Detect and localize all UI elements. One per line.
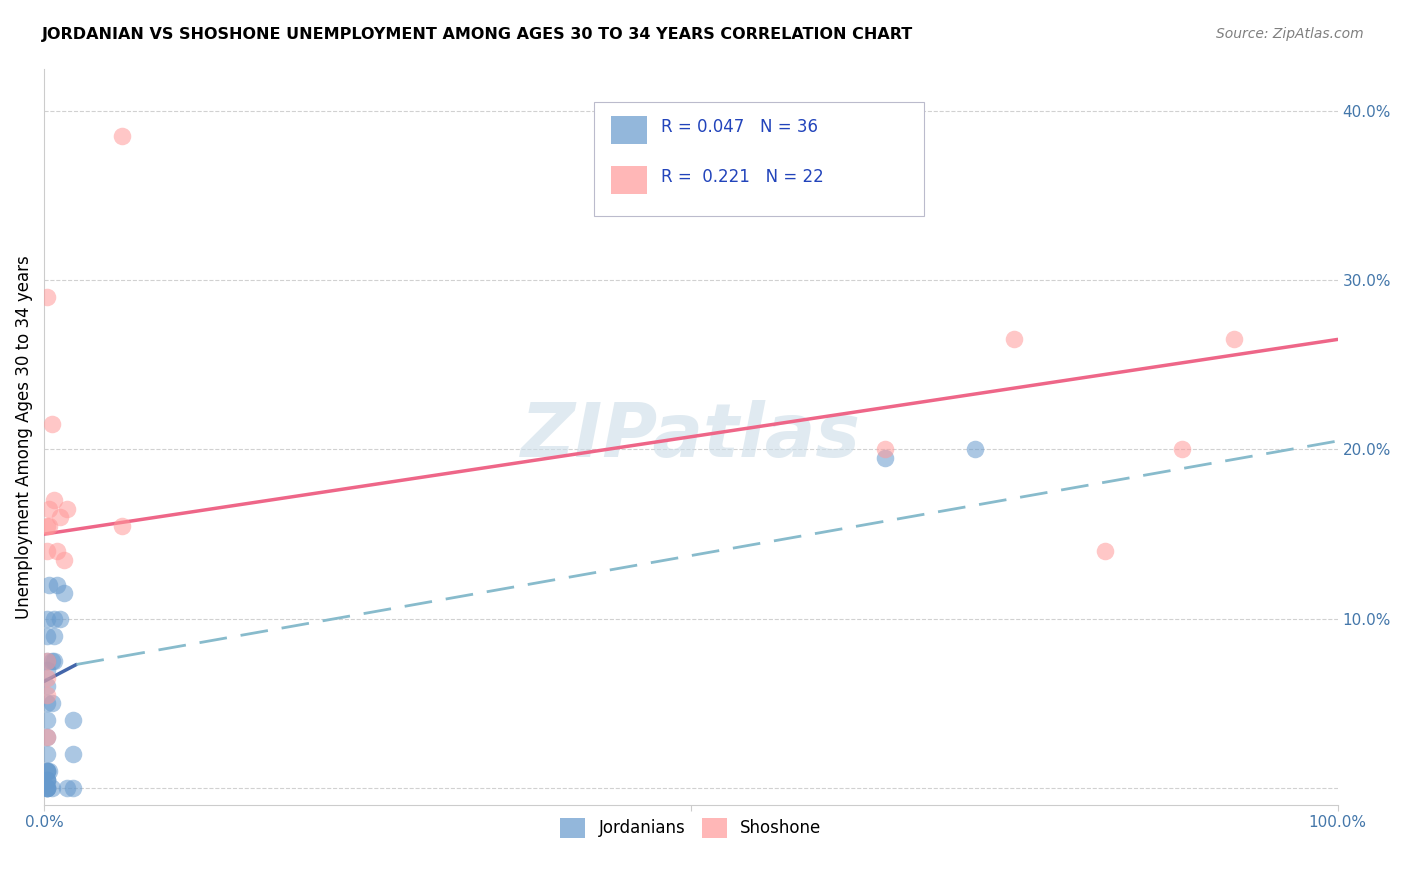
Point	[41, 654, 63, 668]
Point	[41, 780, 63, 795]
Point	[48, 612, 70, 626]
Point	[35, 663, 58, 677]
Point	[35, 772, 58, 787]
Point	[41, 417, 63, 431]
Bar	[610, 116, 647, 145]
Point	[46, 544, 69, 558]
Text: ZIPatlas: ZIPatlas	[520, 401, 860, 474]
Point	[35, 654, 58, 668]
Point	[46, 578, 69, 592]
Point	[35, 780, 58, 795]
Point	[35, 780, 58, 795]
Point	[35, 714, 58, 728]
Bar	[610, 166, 647, 194]
Text: Source: ZipAtlas.com: Source: ZipAtlas.com	[1216, 27, 1364, 41]
Point	[52, 586, 75, 600]
Point	[56, 780, 79, 795]
Point	[35, 731, 58, 745]
Legend: Jordanians, Shoshone: Jordanians, Shoshone	[554, 811, 828, 845]
Point	[62, 747, 84, 762]
Point	[35, 697, 58, 711]
Point	[1171, 442, 1194, 457]
Point	[35, 688, 58, 702]
Point	[44, 629, 66, 643]
Point	[965, 442, 987, 457]
Point	[35, 764, 58, 779]
Point	[111, 518, 134, 533]
FancyBboxPatch shape	[593, 102, 924, 216]
Point	[48, 510, 70, 524]
Point	[44, 493, 66, 508]
Point	[38, 501, 60, 516]
Point	[111, 129, 134, 144]
Point	[38, 518, 60, 533]
Point	[44, 654, 66, 668]
Point	[35, 544, 58, 558]
Point	[35, 629, 58, 643]
Point	[44, 612, 66, 626]
Point	[35, 780, 58, 795]
Point	[35, 772, 58, 787]
Point	[35, 654, 58, 668]
Point	[62, 780, 84, 795]
Point	[1094, 544, 1116, 558]
Point	[35, 612, 58, 626]
Point	[35, 680, 58, 694]
Point	[38, 578, 60, 592]
Point	[1002, 333, 1025, 347]
Point	[35, 671, 58, 685]
Point	[35, 780, 58, 795]
Point	[1223, 333, 1246, 347]
Text: JORDANIAN VS SHOSHONE UNEMPLOYMENT AMONG AGES 30 TO 34 YEARS CORRELATION CHART: JORDANIAN VS SHOSHONE UNEMPLOYMENT AMONG…	[42, 27, 914, 42]
Point	[35, 518, 58, 533]
Y-axis label: Unemployment Among Ages 30 to 34 years: Unemployment Among Ages 30 to 34 years	[15, 255, 32, 619]
Point	[62, 714, 84, 728]
Point	[873, 450, 896, 465]
Point	[35, 290, 58, 304]
Point	[41, 697, 63, 711]
Point	[56, 501, 79, 516]
Point	[35, 731, 58, 745]
Point	[38, 764, 60, 779]
Point	[35, 764, 58, 779]
Point	[35, 764, 58, 779]
Point	[52, 552, 75, 566]
Point	[35, 747, 58, 762]
Point	[873, 442, 896, 457]
Text: R =  0.221   N = 22: R = 0.221 N = 22	[661, 168, 824, 186]
Point	[35, 772, 58, 787]
Text: R = 0.047   N = 36: R = 0.047 N = 36	[661, 119, 818, 136]
